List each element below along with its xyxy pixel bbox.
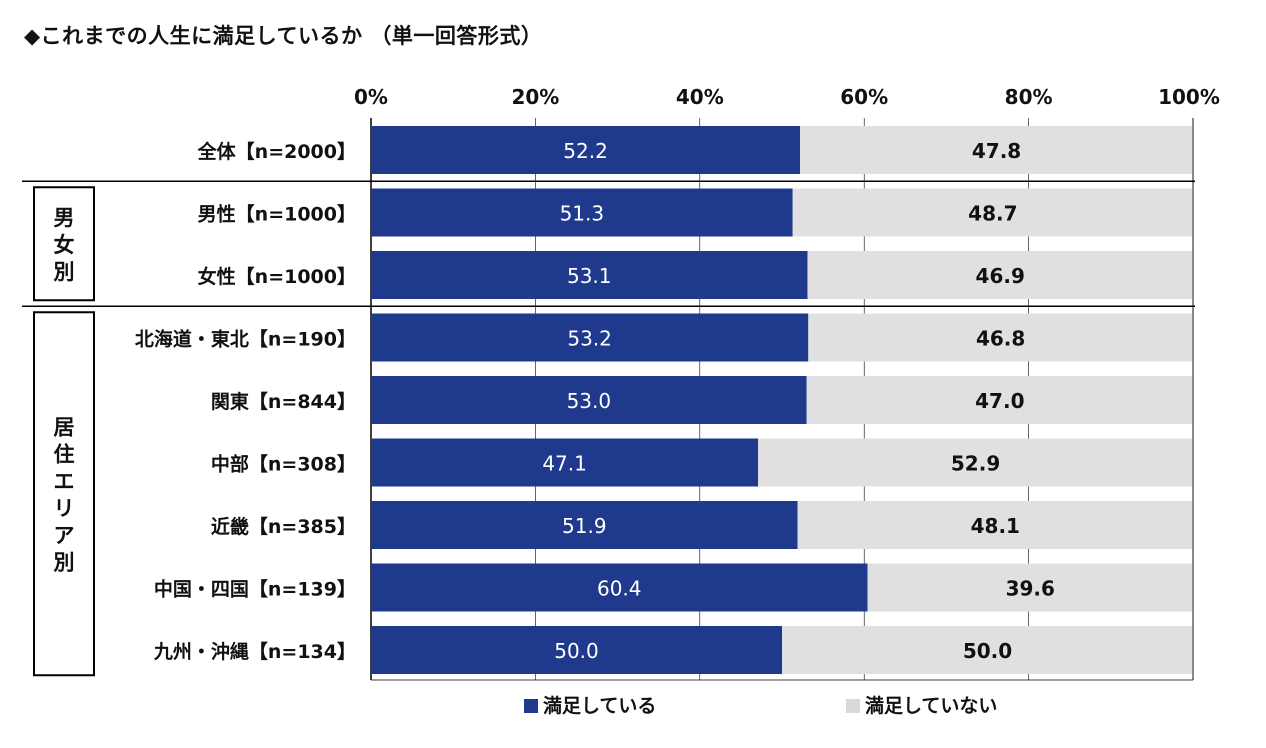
data-label-not-satisfied: 48.1 (971, 514, 1020, 538)
group-box-gender (33, 186, 95, 302)
data-label-satisfied: 51.3 (560, 202, 605, 226)
x-tick-label: 20% (511, 85, 559, 109)
bar-satisfied (371, 626, 782, 674)
group-label-char: 女 (54, 233, 75, 257)
data-label-satisfied: 52.2 (563, 139, 608, 163)
group-label-char: 別 (54, 260, 75, 284)
group-label-char: 男 (54, 206, 75, 230)
data-label-satisfied: 47.1 (542, 452, 587, 476)
bar-not-satisfied (807, 251, 1193, 299)
legend-satisfied-label: 満足している (543, 695, 656, 717)
x-tick-label: 100% (1158, 85, 1220, 109)
bar-satisfied (371, 251, 808, 299)
group-label-char: 住 (54, 442, 75, 466)
bar-satisfied (371, 376, 807, 424)
data-label-satisfied: 53.2 (567, 327, 612, 351)
bar-not-satisfied (792, 188, 1193, 237)
data-label-not-satisfied: 52.9 (951, 452, 1000, 476)
bar-not-satisfied (758, 438, 1193, 487)
group-label-char: ア (54, 523, 75, 547)
category-label: 男性【n=1000】 (198, 203, 356, 226)
data-label-satisfied: 53.0 (567, 389, 612, 413)
category-label: 中国・四国【n=139】 (154, 578, 356, 601)
bar-not-satisfied (782, 626, 1193, 674)
x-tick-label: 0% (354, 85, 388, 109)
bar-not-satisfied (867, 563, 1193, 612)
category-label: 北海道・東北【n=190】 (135, 328, 356, 351)
data-label-not-satisfied: 46.8 (976, 327, 1025, 351)
category-label: 女性【n=1000】 (198, 265, 356, 288)
bar-not-satisfied (797, 501, 1193, 549)
data-label-satisfied: 50.0 (554, 639, 599, 663)
legend-not-satisfied-label: 満足していない (865, 695, 997, 717)
x-tick-label: 40% (676, 85, 724, 109)
bar-satisfied (371, 501, 798, 549)
group-label-char: 別 (54, 550, 75, 574)
legend-not-satisfied-swatch (846, 699, 860, 713)
chart-title: ◆これまでの人生に満足しているか （単一回答形式） (24, 24, 543, 48)
group-label-char: リ (54, 496, 75, 520)
x-tick-label: 80% (1005, 85, 1053, 109)
bar-satisfied (371, 126, 801, 174)
data-label-satisfied: 53.1 (567, 264, 612, 288)
data-label-satisfied: 60.4 (597, 577, 642, 601)
category-label: 九州・沖縄【n=134】 (153, 640, 356, 663)
group-box-area (33, 311, 95, 677)
category-label: 近畿【n=385】 (211, 515, 356, 538)
bar-satisfied (371, 313, 809, 362)
group-label-char: エ (54, 469, 75, 493)
data-label-not-satisfied: 47.0 (975, 389, 1024, 413)
group-label-char: 居 (54, 415, 75, 439)
bar-satisfied (371, 563, 868, 612)
bar-satisfied (371, 188, 793, 237)
data-label-not-satisfied: 39.6 (1006, 577, 1055, 601)
category-label: 関東【n=844】 (211, 390, 356, 413)
category-label: 全体【n=2000】 (197, 140, 356, 163)
bar-satisfied (371, 438, 759, 487)
bar-not-satisfied (808, 313, 1193, 362)
data-label-not-satisfied: 50.0 (963, 639, 1012, 663)
x-tick-label: 60% (840, 85, 888, 109)
bar-not-satisfied (800, 126, 1193, 174)
data-label-not-satisfied: 46.9 (976, 264, 1025, 288)
legend-satisfied-swatch (524, 699, 538, 713)
data-label-satisfied: 51.9 (562, 514, 607, 538)
data-label-not-satisfied: 47.8 (972, 139, 1021, 163)
bar-not-satisfied (806, 376, 1193, 424)
category-label: 中部【n=308】 (211, 453, 356, 476)
data-label-not-satisfied: 48.7 (968, 202, 1017, 226)
